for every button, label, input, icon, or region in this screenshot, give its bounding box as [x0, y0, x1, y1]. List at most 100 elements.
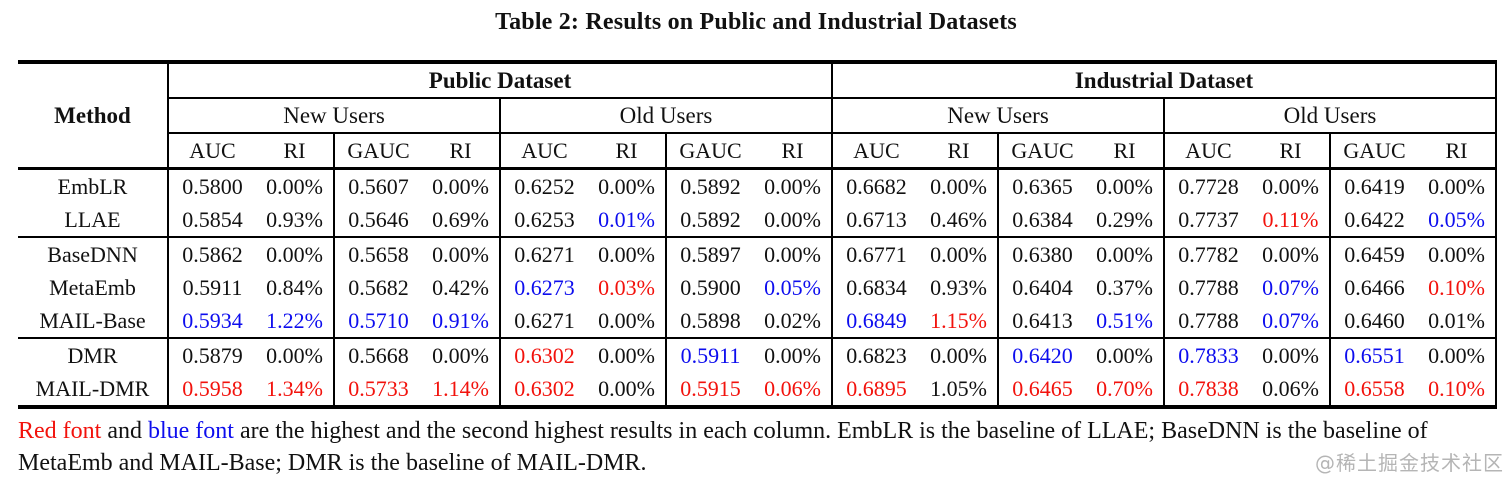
metric-value-cell: 0.5800: [182, 173, 243, 199]
metric-value-cell: 0.7788: [1178, 274, 1239, 300]
ri-value-cell: 0.03%: [588, 271, 667, 304]
metric-header-auc: AUC: [1164, 133, 1252, 170]
user-group-header: Old Users: [1164, 98, 1497, 134]
watermark: @稀土掘金技术社区: [1315, 451, 1504, 475]
ri-value-cell: 0.00%: [754, 203, 833, 237]
metric-value-cell: 0.7737: [1178, 206, 1239, 232]
method-column-header: Method: [18, 62, 169, 170]
ri-value-cell: 0.00%: [920, 168, 999, 203]
metric-value-cell: 0.6302: [514, 375, 575, 401]
dataset-group-header-public: Public Dataset: [168, 62, 833, 99]
ri-value-cell: 0.00%: [920, 337, 999, 372]
ri-value-cell: 0.00%: [422, 168, 501, 203]
ri-value-cell: 1.05%: [920, 372, 999, 407]
ri-value-cell: 1.34%: [256, 372, 335, 407]
metric-value-cell: 0.6273: [514, 274, 575, 300]
ri-value-cell: 0.00%: [1086, 168, 1165, 203]
ri-value-cell: 0.00%: [1418, 168, 1497, 203]
metric-value-cell: 0.6460: [1344, 307, 1405, 333]
metric-value-cell: 0.7833: [1164, 337, 1252, 372]
metric-value-cell: 0.5911: [666, 337, 754, 372]
ri-value-cell: 0.93%: [920, 271, 999, 304]
ri-value-cell: 0.00%: [1252, 337, 1331, 372]
metric-value-cell: 0.5898: [680, 307, 741, 333]
ri-value-cell: 0.00%: [256, 168, 335, 203]
user-group-header: New Users: [168, 98, 501, 134]
metric-value-cell: 0.5862: [168, 236, 256, 271]
ri-value-cell: 0.06%: [754, 372, 833, 407]
table-row: MAIL-Base 0.5934 1.22% 0.5710 0.91% 0.6271 0.0…: [18, 304, 1497, 338]
metric-header-auc: AUC: [500, 133, 588, 170]
ri-value-cell: 0.00%: [588, 337, 667, 372]
metric-value-cell: 0.7782: [1164, 236, 1252, 271]
ri-value-cell: 0.01%: [588, 203, 667, 237]
metric-value-cell: 0.5892: [680, 206, 741, 232]
ri-value-cell: 0.00%: [422, 236, 501, 271]
ri-value-cell: 0.05%: [1418, 203, 1497, 237]
ri-value-cell: 0.10%: [1418, 372, 1497, 407]
dataset-group-header-industrial: Industrial Dataset: [832, 62, 1497, 99]
metric-value-cell: 0.5607: [348, 173, 409, 199]
metric-value-cell: 0.5733: [348, 375, 409, 401]
ri-value-cell: 0.11%: [1252, 203, 1331, 237]
ri-value-cell: 0.00%: [256, 337, 335, 372]
metric-value-cell: 0.6365: [1012, 173, 1073, 199]
ri-value-cell: 0.00%: [256, 236, 335, 271]
ri-value-cell: 0.00%: [588, 304, 667, 338]
table-row: MetaEmb 0.5911 0.84% 0.5682 0.42% 0.6273 0.03%…: [18, 271, 1497, 304]
metric-value-cell: 0.5934: [182, 307, 243, 333]
metric-header-gauc: GAUC: [666, 133, 754, 170]
metric-header-gauc: GAUC: [998, 133, 1086, 170]
metric-header-ri: RI: [1418, 133, 1497, 170]
metric-value-cell: 0.7838: [1178, 375, 1239, 401]
ri-value-cell: 0.00%: [920, 236, 999, 271]
metric-value-cell: 0.6465: [1012, 375, 1073, 401]
table-row: MAIL-DMR 0.5958 1.34% 0.5733 1.14% 0.6302 0.00…: [18, 372, 1497, 407]
metric-value-cell: 0.6253: [514, 206, 575, 232]
table-caption: Table 2: Results on Public and Industria…: [495, 9, 1017, 35]
results-table-body: EmbLR 0.5800 0.00% 0.5607 0.00% 0.6252 0.00% 0.…: [18, 168, 1497, 407]
metric-value-cell: 0.6413: [1012, 307, 1073, 333]
method-cell: LLAE: [18, 203, 169, 237]
metric-value-cell: 0.5710: [348, 307, 409, 333]
metric-header-row: AUC RI GAUC RI AUC RI GAUC RI AUC RI GAUC RI AUC RI GA…: [18, 133, 1497, 170]
metric-header-gauc: GAUC: [334, 133, 422, 170]
metric-value-cell: 0.6420: [998, 337, 1086, 372]
ri-value-cell: 0.00%: [1086, 337, 1165, 372]
metric-value-cell: 0.6271: [500, 236, 588, 271]
metric-value-cell: 0.5658: [334, 236, 422, 271]
ri-value-cell: 0.00%: [422, 337, 501, 372]
ri-value-cell: 0.02%: [754, 304, 833, 338]
metric-header-ri: RI: [256, 133, 335, 170]
metric-header-ri: RI: [754, 133, 833, 170]
metric-value-cell: 0.6380: [998, 236, 1086, 271]
metric-value-cell: 0.6422: [1344, 206, 1405, 232]
metric-value-cell: 0.5900: [680, 274, 741, 300]
metric-value-cell: 0.5958: [182, 375, 243, 401]
metric-value-cell: 0.6252: [514, 173, 575, 199]
footnote-segment: and: [101, 418, 148, 444]
metric-header-gauc: GAUC: [1330, 133, 1418, 170]
ri-value-cell: 0.00%: [588, 236, 667, 271]
method-cell: MetaEmb: [18, 271, 169, 304]
metric-value-cell: 0.6551: [1330, 337, 1418, 372]
ri-value-cell: 0.46%: [920, 203, 999, 237]
ri-value-cell: 0.00%: [1252, 168, 1331, 203]
ri-value-cell: 0.00%: [588, 168, 667, 203]
method-cell: DMR: [18, 337, 169, 372]
table-header: Method Public Dataset Industrial Dataset…: [18, 62, 1497, 170]
footnote-segment: Red font: [18, 418, 102, 444]
metric-value-cell: 0.5911: [182, 274, 243, 300]
metric-value-cell: 0.5854: [182, 206, 243, 232]
metric-value-cell: 0.6459: [1330, 236, 1418, 271]
page: Table 2: Results on Public and Industria…: [0, 9, 1512, 477]
user-group-row: New Users Old Users New Users Old Users: [18, 98, 1497, 134]
user-group-header: Old Users: [500, 98, 833, 134]
footnote-segment: are the highest and the second highest r…: [18, 418, 1428, 476]
ri-value-cell: 0.42%: [422, 271, 501, 304]
method-cell: MAIL-Base: [18, 304, 169, 338]
method-cell: BaseDNN: [18, 236, 169, 271]
ri-value-cell: 1.22%: [256, 304, 335, 338]
metric-value-cell: 0.5897: [666, 236, 754, 271]
method-cell: MAIL-DMR: [18, 372, 169, 407]
